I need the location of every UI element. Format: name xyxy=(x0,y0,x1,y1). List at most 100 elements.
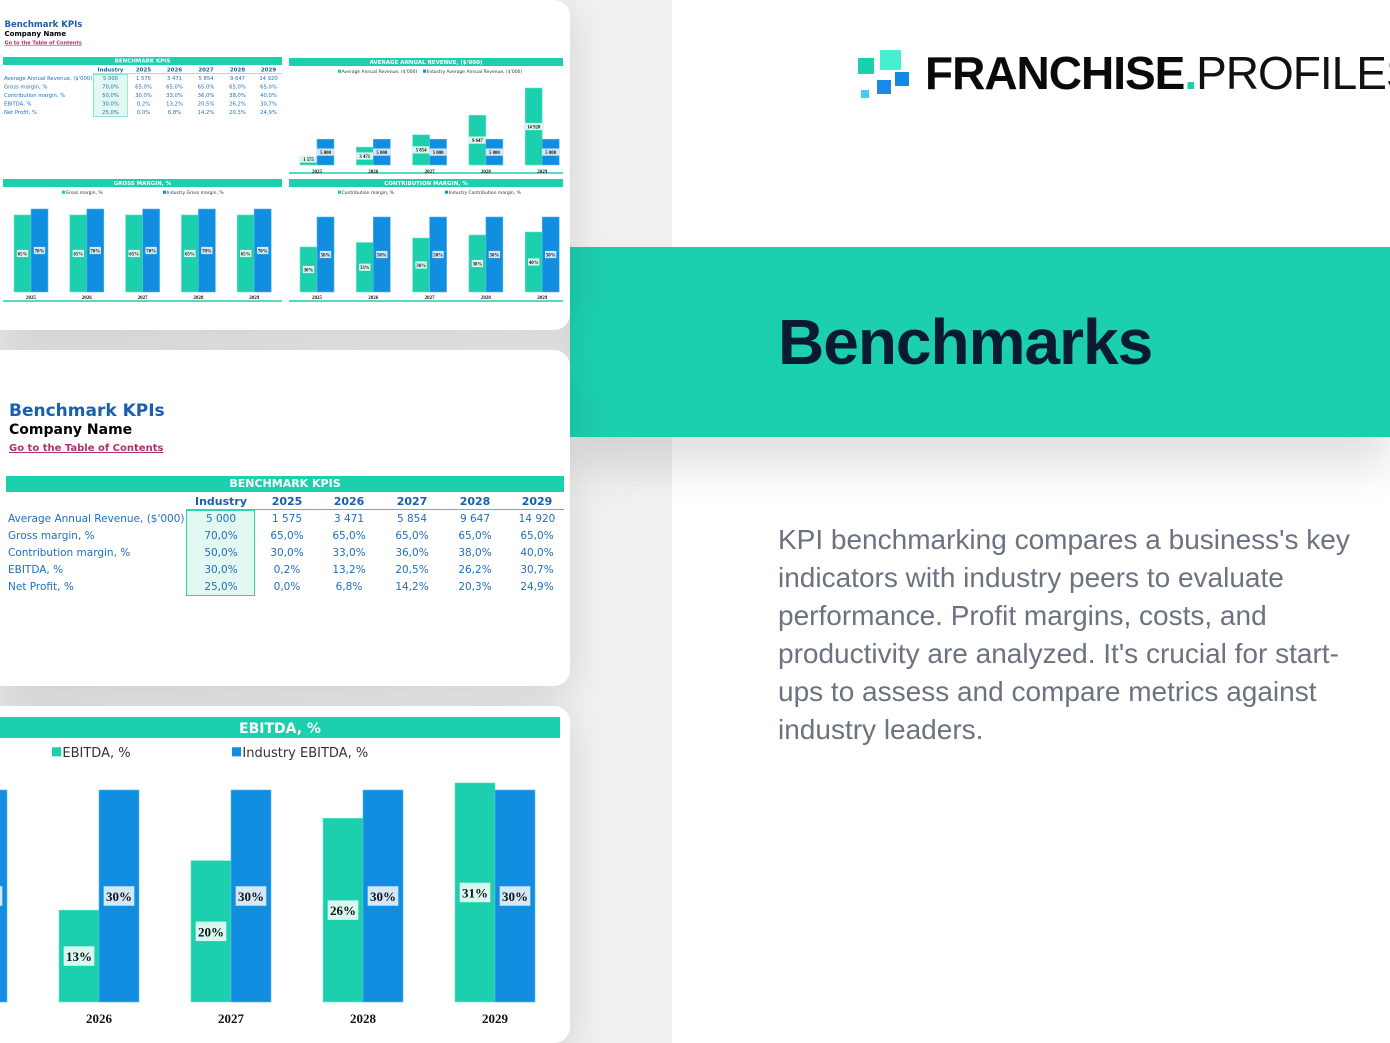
table-cell[interactable]: 3 471 xyxy=(166,75,183,82)
data-label-box xyxy=(319,250,332,259)
table-cell[interactable]: 13,2% xyxy=(166,101,183,107)
table-cell[interactable]: 33,0% xyxy=(166,92,183,99)
table-cell[interactable]: 0,0% xyxy=(136,109,151,116)
table-cell[interactable]: 14,2% xyxy=(395,581,429,593)
data-label-box xyxy=(257,246,269,255)
data-label-box xyxy=(0,886,3,906)
table-cell[interactable]: 30,0% xyxy=(135,92,152,99)
table-cell[interactable]: 26,2% xyxy=(458,564,492,576)
table-cell[interactable]: 24,9% xyxy=(260,109,277,116)
table-cell[interactable]: 5 854 xyxy=(396,513,428,525)
data-label-box xyxy=(201,246,213,255)
table-cell[interactable]: 14,2% xyxy=(197,109,215,116)
column-header: 2029 xyxy=(260,66,277,74)
kpi-block: Benchmark KPIs Company Name Go to the Ta… xyxy=(0,15,285,120)
table-cell[interactable]: 13,2% xyxy=(332,564,366,576)
table-cell[interactable]: 38,0% xyxy=(229,92,246,99)
legend-swatch xyxy=(232,747,242,757)
table-cell[interactable]: 0,0% xyxy=(273,581,301,593)
year-label: 2026 xyxy=(82,296,93,301)
table-cell[interactable]: 30,0% xyxy=(270,547,304,559)
table-cell[interactable]: 30,0% xyxy=(204,564,238,576)
table-cell[interactable]: 20,3% xyxy=(458,581,492,593)
table-cell[interactable]: 65,0% xyxy=(166,84,183,90)
data-label: 70% xyxy=(202,249,212,254)
table-cell[interactable]: 6,8% xyxy=(167,109,182,116)
table-cell[interactable]: 25,0% xyxy=(204,581,238,593)
table-cell[interactable]: 30,0% xyxy=(102,101,119,107)
table-cell[interactable]: 65,0% xyxy=(332,530,366,542)
header-divider xyxy=(186,509,564,510)
data-label: 13% xyxy=(66,949,92,964)
table-cell[interactable]: 6,8% xyxy=(335,581,363,593)
table-cell[interactable]: 40,0% xyxy=(260,92,277,99)
data-label: 3 471 xyxy=(359,155,370,160)
table-cell[interactable]: 40,0% xyxy=(520,547,554,559)
table-cell[interactable]: 25,0% xyxy=(102,109,119,116)
year-label: 2026 xyxy=(368,296,379,301)
table-cell[interactable]: 65,0% xyxy=(270,530,304,542)
chart-title-bar xyxy=(0,717,560,738)
table-cell[interactable]: 50,0% xyxy=(204,547,238,559)
table-cell[interactable]: 3 471 xyxy=(333,513,365,525)
table-cell[interactable]: 9 647 xyxy=(459,513,491,525)
legend-label: Industry Gross margin, % xyxy=(167,190,225,196)
data-label: 50% xyxy=(546,253,556,258)
data-label: 26% xyxy=(330,903,356,918)
legend-swatch xyxy=(423,69,427,73)
table-cell[interactable]: 5 000 xyxy=(205,513,237,525)
data-label-box xyxy=(63,946,95,966)
data-label-box xyxy=(240,249,252,258)
table-cell[interactable]: 70,0% xyxy=(204,530,238,542)
table-cell[interactable]: 65,0% xyxy=(260,84,277,90)
toc-link[interactable]: Go to the Table of Contents xyxy=(9,443,164,454)
data-label-box xyxy=(412,146,430,154)
data-label-box xyxy=(184,249,196,258)
toc-link[interactable]: Go to the Table of Contents xyxy=(4,40,82,47)
table-cell[interactable]: 24,9% xyxy=(520,581,554,593)
table-cell[interactable]: 14 920 xyxy=(259,75,278,82)
data-label-box xyxy=(299,155,318,163)
table-cell[interactable]: 0,2% xyxy=(136,101,151,107)
table-header-bar: BENCHMARK KPIS xyxy=(6,476,564,492)
column-header: 2025 xyxy=(271,495,303,508)
data-label-box xyxy=(145,246,157,255)
data-label-box xyxy=(195,921,227,942)
legend-swatch xyxy=(445,190,449,194)
table-cell[interactable]: 9 647 xyxy=(229,75,246,82)
table-cell[interactable]: 36,0% xyxy=(197,92,215,99)
table-cell[interactable]: 26,2% xyxy=(229,101,246,107)
table-cell[interactable]: 20,5% xyxy=(197,101,215,107)
data-label: 20% xyxy=(198,924,224,939)
table-cell[interactable]: 20,5% xyxy=(395,564,429,576)
table-cell[interactable]: 65,0% xyxy=(197,84,215,90)
table-cell[interactable]: 36,0% xyxy=(395,547,429,559)
table-cell[interactable]: 65,0% xyxy=(135,84,152,90)
sheet-preview-ebitda-chart: EBITDA, %EBITDA, %Industry EBITDA, %0%30… xyxy=(0,706,570,1043)
table-cell[interactable]: 38,0% xyxy=(458,547,492,559)
legend-swatch xyxy=(338,69,342,73)
column-header: 2027 xyxy=(198,66,214,74)
table-cell[interactable]: 30,7% xyxy=(520,564,554,576)
chart-title: AVERAGE ANNUAL REVENUE, ($'000) xyxy=(370,60,483,66)
table-cell[interactable]: 65,0% xyxy=(458,530,492,542)
data-label: 33% xyxy=(360,266,370,271)
row-label: Net Profit, % xyxy=(4,109,37,116)
chart-title: EBITDA, % xyxy=(239,721,321,737)
sheet-preview-kpi-table: Benchmark KPIs Company Name Go to the Ta… xyxy=(0,350,570,686)
table-cell[interactable]: 65,0% xyxy=(229,84,246,90)
table-cell[interactable]: 1 575 xyxy=(135,75,152,82)
table-cell[interactable]: 0,2% xyxy=(273,564,301,576)
table-cell[interactable]: 65,0% xyxy=(520,530,554,542)
table-cell[interactable]: 70,0% xyxy=(102,84,119,90)
data-label: 50% xyxy=(377,253,387,258)
table-cell[interactable]: 5 854 xyxy=(198,75,214,82)
table-cell[interactable]: 1 575 xyxy=(271,513,303,525)
table-cell[interactable]: 20,3% xyxy=(229,109,246,116)
table-cell[interactable]: 5 000 xyxy=(102,75,119,82)
table-cell[interactable]: 50,0% xyxy=(102,92,119,99)
table-cell[interactable]: 33,0% xyxy=(332,547,366,559)
table-cell[interactable]: 14 920 xyxy=(518,513,556,525)
table-cell[interactable]: 30,7% xyxy=(260,101,277,107)
table-cell[interactable]: 65,0% xyxy=(395,530,429,542)
